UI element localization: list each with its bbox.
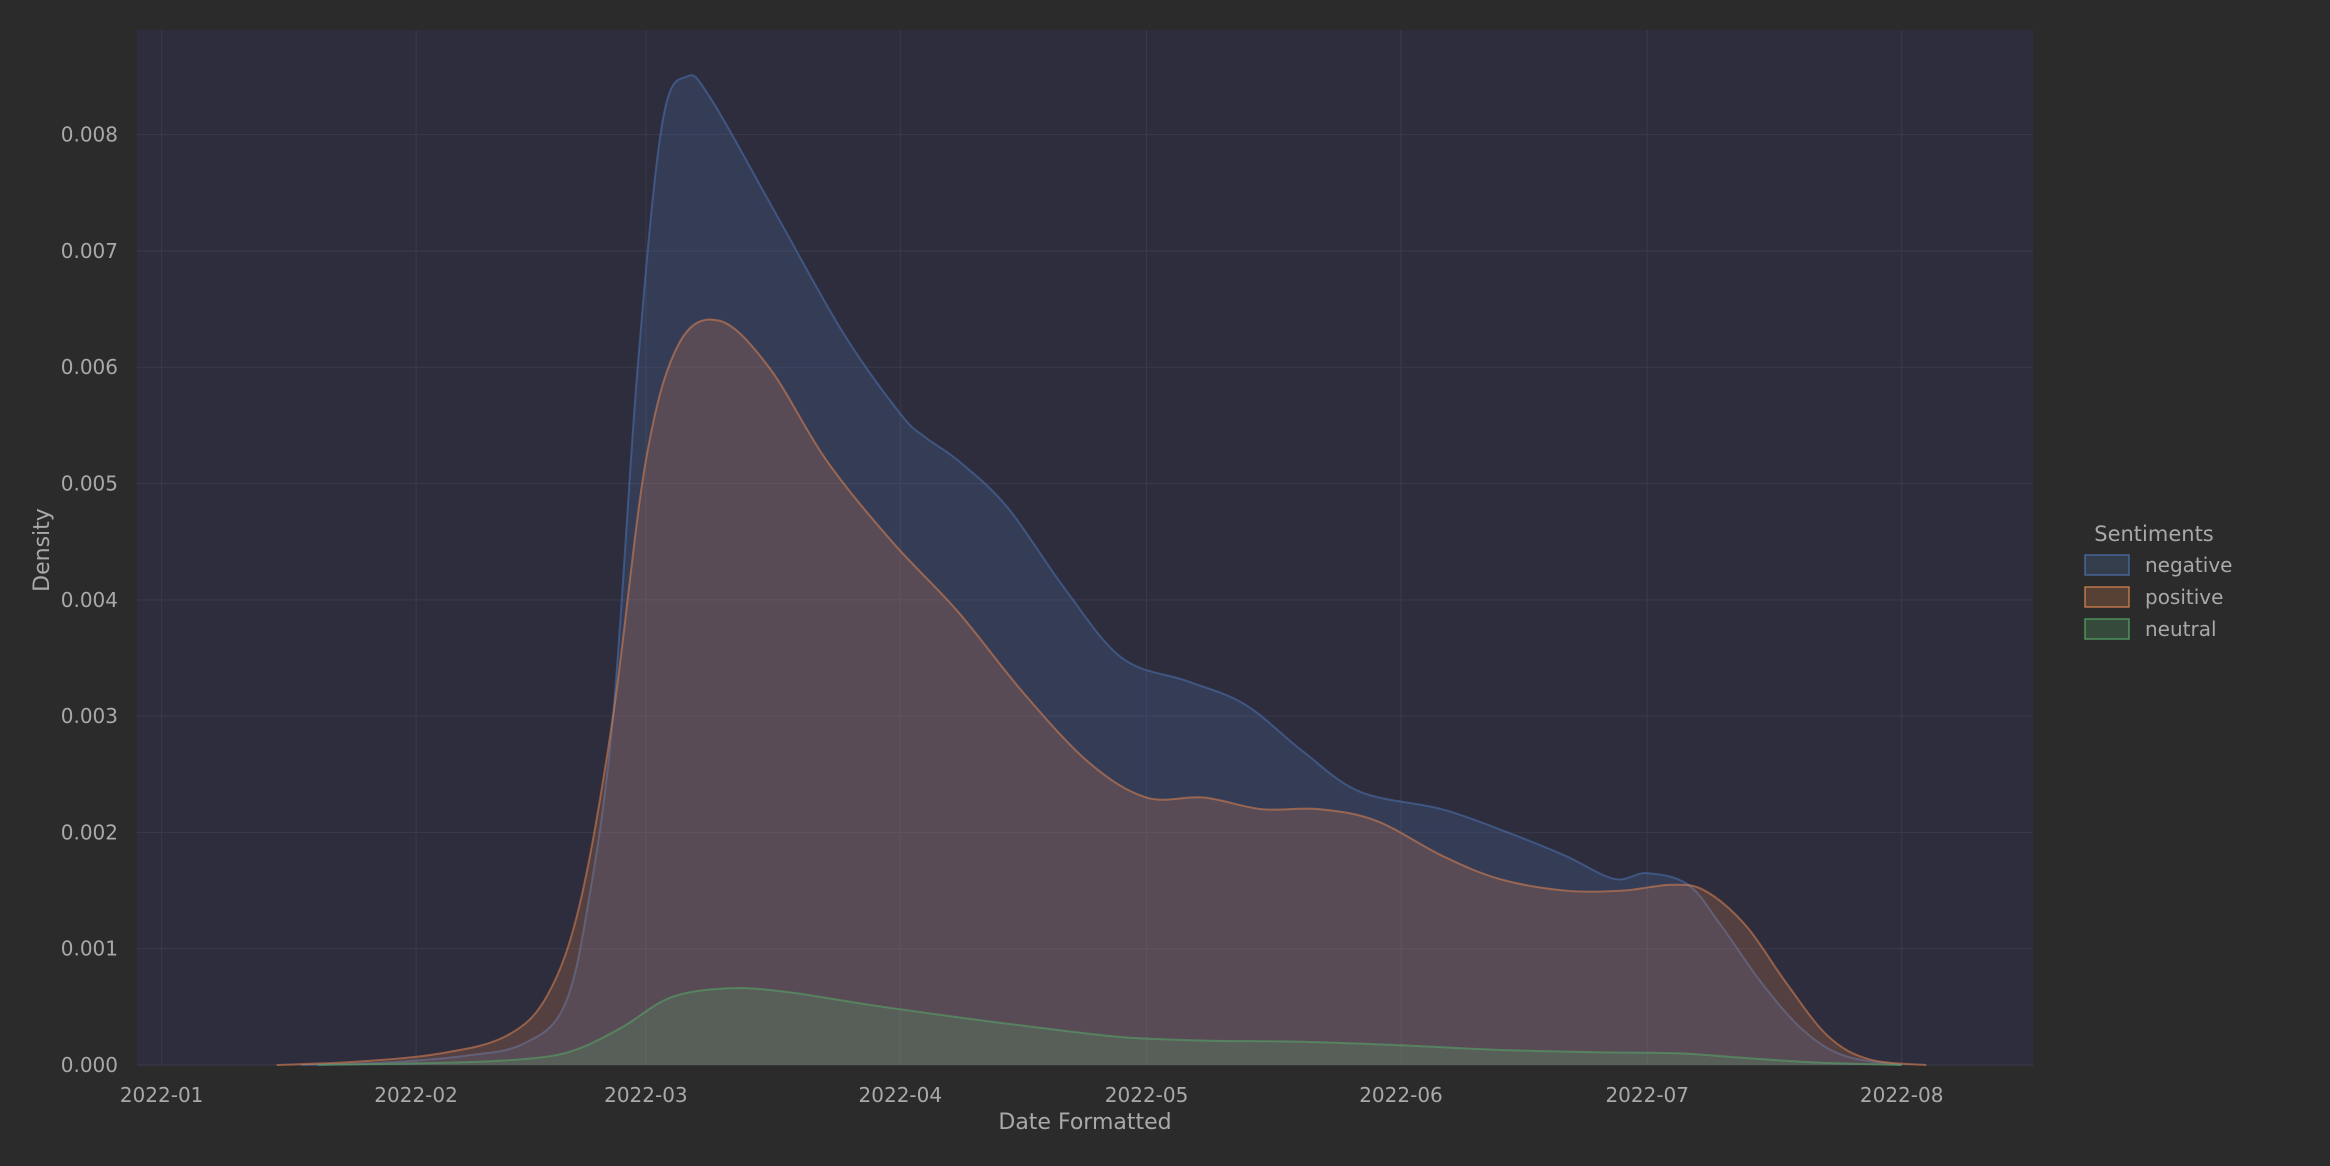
- x-tick-label: 2022-01: [120, 1083, 204, 1107]
- legend-swatch-neutral: [2084, 618, 2130, 640]
- density-line-positive: [276, 318, 1927, 1066]
- x-tick-label: 2022-03: [604, 1083, 688, 1107]
- x-tick-label: 2022-04: [859, 1083, 943, 1107]
- y-tick-labels: 0.000 0.001 0.002 0.003 0.004 0.005 0.006 0.007…: [61, 123, 118, 1077]
- x-tick-label: 2022-05: [1105, 1083, 1189, 1107]
- area-layer: [276, 74, 1927, 1066]
- y-tick-label: 0.002: [61, 820, 118, 844]
- legend: Sentiments negative positive neutral: [2084, 522, 2232, 641]
- x-tick-label: 2022-06: [1359, 1083, 1443, 1107]
- y-tick-label: 0.006: [61, 355, 118, 379]
- legend-items: negative positive neutral: [2084, 553, 2232, 641]
- legend-swatch-positive: [2084, 586, 2130, 608]
- legend-label-neutral: neutral: [2145, 617, 2217, 641]
- y-tick-label: 0.001: [61, 937, 118, 961]
- x-tick-label: 2022-07: [1605, 1083, 1689, 1107]
- legend-label-negative: negative: [2145, 553, 2232, 577]
- y-tick-label: 0.007: [61, 239, 118, 263]
- y-axis-label: Density: [30, 508, 55, 592]
- legend-swatch-negative: [2084, 554, 2130, 576]
- x-tick-labels: 2022-01 2022-02 2022-03 2022-04 2022-05 2022-…: [120, 1083, 1944, 1107]
- density-area-negative: [301, 75, 1902, 1065]
- y-tick-label: 0.003: [61, 704, 118, 728]
- grid-layer: [137, 30, 2033, 1066]
- x-tick-label: 2022-02: [374, 1083, 458, 1107]
- density-line-negative: [301, 74, 1902, 1066]
- y-tick-label: 0.000: [61, 1053, 118, 1077]
- legend-title: Sentiments: [2094, 522, 2214, 546]
- plot-area-background: [137, 30, 2033, 1065]
- x-tick-label: 2022-08: [1860, 1083, 1944, 1107]
- density-area-neutral: [317, 987, 1902, 1065]
- density-area-positive: [276, 319, 1927, 1065]
- y-tick-label: 0.008: [61, 123, 118, 147]
- density-line-neutral: [317, 987, 1902, 1066]
- legend-label-positive: positive: [2145, 585, 2223, 609]
- y-tick-label: 0.005: [61, 472, 118, 496]
- y-tick-label: 0.004: [61, 588, 118, 612]
- x-axis-label: Date Formatted: [998, 1110, 1171, 1135]
